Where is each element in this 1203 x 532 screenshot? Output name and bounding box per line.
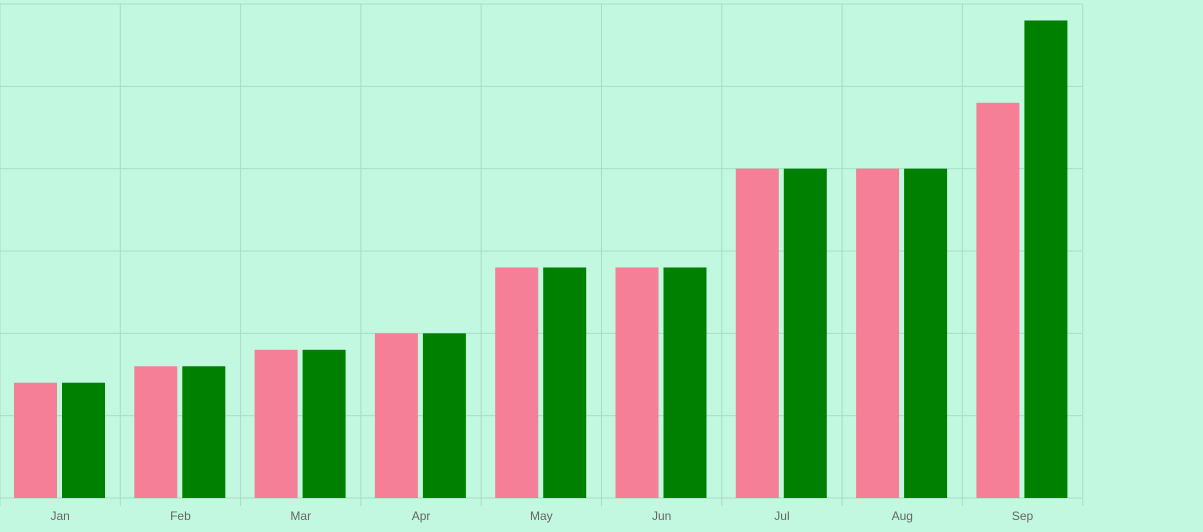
bar-series-1-jan[interactable]	[14, 382, 57, 498]
x-tick-label: Aug	[892, 509, 913, 523]
bar-series-2-jan[interactable]	[62, 382, 105, 498]
bar-series-2-feb[interactable]	[182, 366, 226, 498]
bar-series-2-mar[interactable]	[302, 349, 346, 498]
x-tick-label: Jul	[774, 509, 789, 523]
x-tick-label: Jun	[652, 509, 671, 523]
bar-series-2-aug[interactable]	[904, 168, 948, 498]
bar-series-2-sep[interactable]	[1024, 20, 1068, 498]
bar-series-1-jun[interactable]	[615, 267, 659, 498]
x-tick-label: Feb	[170, 509, 191, 523]
bar-series-1-aug[interactable]	[856, 168, 900, 498]
bar-series-1-feb[interactable]	[134, 366, 178, 498]
bar-series-1-apr[interactable]	[374, 333, 418, 498]
bar-series-2-jul[interactable]	[783, 168, 827, 498]
x-tick-label: Apr	[412, 509, 431, 523]
bar-series-1-jul[interactable]	[735, 168, 779, 498]
bar-series-2-apr[interactable]	[422, 333, 466, 498]
bar-series-1-mar[interactable]	[254, 349, 298, 498]
bar-series-1-may[interactable]	[495, 267, 539, 498]
x-axis: Jan Feb Mar Apr May Jun Jul Aug Sep	[50, 509, 1033, 523]
x-tick-label: May	[530, 509, 553, 523]
bar-series-2-may[interactable]	[543, 267, 587, 498]
bar-series-2-jun[interactable]	[663, 267, 707, 498]
bars	[14, 20, 1068, 499]
grid	[0, 3, 1084, 506]
bar-series-1-sep[interactable]	[976, 102, 1020, 499]
x-tick-label: Mar	[290, 509, 311, 523]
x-tick-label: Sep	[1012, 509, 1034, 523]
x-tick-label: Jan	[50, 509, 69, 523]
